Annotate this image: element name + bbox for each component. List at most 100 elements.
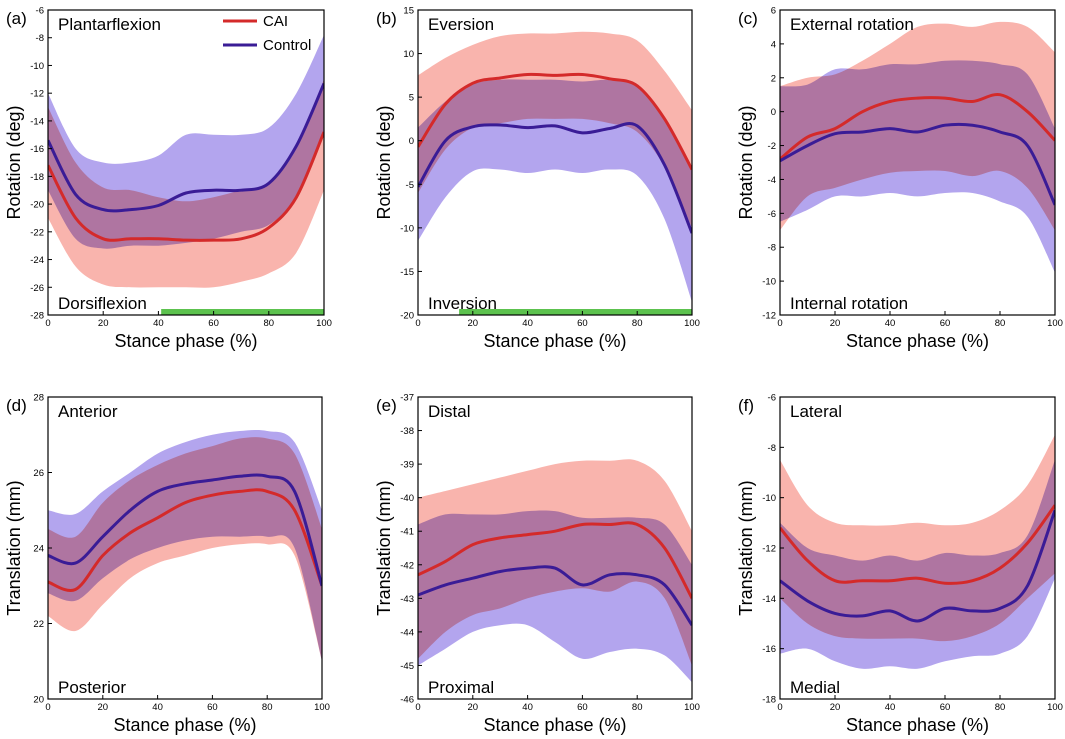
y-tick-label: 10 [403,49,414,60]
y-tick-label: 2 [771,73,776,84]
x-tick-label: 60 [577,318,588,329]
y-tick-label: -16 [762,644,776,655]
x-tick-label: 20 [468,318,479,329]
plot-area [418,31,692,315]
cai-sd-band [780,434,1055,642]
x-tick-label: 100 [314,702,330,713]
significance-bar [161,309,324,315]
x-tick-label: 0 [777,702,782,713]
x-axis-title: Stance phase (%) [114,331,257,351]
x-axis-title: Stance phase (%) [113,715,256,735]
control-mean-line [780,122,1055,206]
direction-label-bottom: Proximal [428,678,494,697]
panel-letter: (e) [376,396,397,415]
y-tick-label: 5 [409,93,414,104]
y-tick-label: -15 [400,267,414,278]
x-tick-label: 0 [415,318,420,329]
y-axis-title: Rotation (deg) [374,105,394,219]
panel-letter: (a) [6,9,27,28]
x-tick-label: 100 [1047,702,1063,713]
chart-panel: 0 20 40 60 80 100 -20 -15 -10 -5 0 5 10 15 Stance phas… [374,6,700,352]
y-tick-label: -6 [768,209,776,220]
cai-mean-line [48,131,324,242]
x-tick-label: 60 [577,702,588,713]
x-tick-label: 100 [316,318,332,329]
y-tick-label: -18 [30,172,44,183]
y-tick-label: -12 [762,311,776,322]
legend-label: CAI [263,13,288,30]
x-axis-title: Stance phase (%) [846,715,989,735]
plot-frame [417,396,693,700]
x-tick-label: 0 [415,702,420,713]
x-axis-title: Stance phase (%) [846,331,989,351]
cai-mean-line [780,504,1055,585]
control-mean-line [48,473,322,587]
y-tick-label: -10 [762,277,776,288]
y-tick-label: -45 [400,661,414,672]
chart-panel: 0 20 40 60 80 100 -28 -26 -24 -22 -20 -18 -16 -14 -12 -… [4,6,332,352]
x-tick-label: 60 [940,318,951,329]
direction-label-top: Anterior [58,402,118,421]
x-axis-title: Stance phase (%) [483,715,626,735]
x-tick-label: 80 [995,318,1006,329]
x-tick-label: 40 [522,702,533,713]
direction-label-bottom: Internal rotation [790,294,908,313]
cai-mean-line [418,521,692,600]
y-tick-label: -8 [768,443,776,454]
x-tick-label: 80 [632,318,643,329]
y-tick-label: -20 [30,200,44,211]
y-tick-label: -22 [30,227,44,238]
y-axis-title: Translation (mm) [374,480,394,615]
x-tick-label: 60 [207,702,218,713]
panel-letter: (b) [376,9,397,28]
y-tick-label: -16 [30,144,44,155]
y-tick-label: -40 [400,493,414,504]
y-tick-label: -39 [400,460,414,471]
x-tick-label: 40 [153,318,164,329]
direction-label-bottom: Medial [790,678,840,697]
control-mean-line [418,122,692,234]
plot-area [48,35,324,315]
y-tick-label: -42 [400,560,414,571]
x-tick-label: 20 [98,318,109,329]
y-tick-label: -2 [768,141,776,152]
cai-mean-line [780,92,1055,161]
plot-area [780,21,1055,273]
control-mean-line [48,82,324,213]
y-axis-title: Rotation (deg) [4,105,24,219]
control-mean-line [418,565,692,627]
x-tick-label: 40 [885,702,896,713]
y-tick-label: -43 [400,594,414,605]
x-tick-label: 0 [777,318,782,329]
x-tick-label: 80 [632,702,643,713]
legend-label: Control [263,37,311,54]
y-tick-label: -10 [400,223,414,234]
y-tick-label: -10 [762,493,776,504]
y-tick-label: -6 [768,393,776,404]
y-tick-label: -44 [400,627,414,638]
direction-label-top: External rotation [790,15,914,34]
x-tick-label: 60 [208,318,219,329]
panel-letter: (c) [738,9,758,28]
x-axis-title: Stance phase (%) [483,331,626,351]
plot-area [780,434,1055,669]
x-tick-label: 0 [45,702,50,713]
y-tick-label: -12 [30,89,44,100]
plot-frame [417,9,693,316]
y-axis-title: Translation (mm) [4,480,24,615]
y-tick-label: -24 [30,255,44,266]
y-tick-label: 22 [33,619,44,630]
y-tick-label: 6 [771,6,776,17]
x-tick-label: 20 [830,318,841,329]
y-tick-label: -26 [30,283,44,294]
chart-panel: 0 20 40 60 80 100 -18 -16 -14 -12 -10 -8 -6 Stance ph… [736,393,1063,736]
y-tick-label: -4 [768,175,776,186]
chart-panel: 0 20 40 60 80 100 -46 -45 -44 -43 -42 -41 -40 -39 -38 -… [374,393,700,736]
chart-panel: 0 20 40 60 80 100 -12 -10 -8 -6 -4 -2 0 2 4 6 Stance pha… [736,6,1063,352]
x-tick-label: 80 [995,702,1006,713]
y-tick-label: -46 [400,695,414,706]
panel-letter: (f) [738,396,754,415]
y-tick-label: -37 [400,393,414,404]
